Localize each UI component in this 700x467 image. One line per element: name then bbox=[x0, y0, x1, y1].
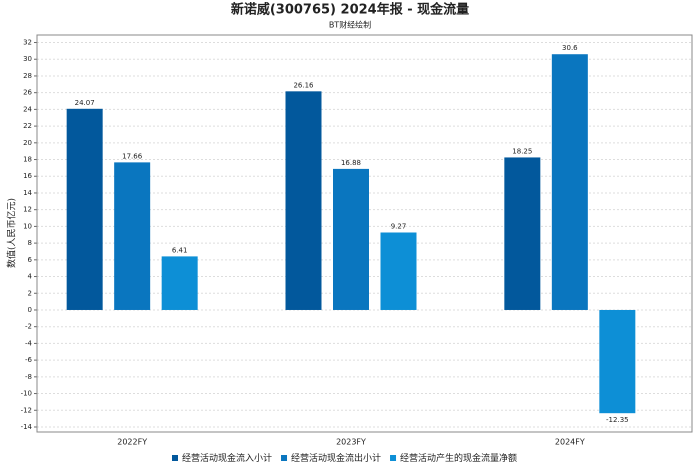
data-label: 26.16 bbox=[293, 81, 314, 89]
y-tick-label: 24 bbox=[23, 105, 32, 113]
y-tick-label: -10 bbox=[21, 390, 32, 398]
y-tick-label: 32 bbox=[23, 39, 32, 47]
data-label: 24.07 bbox=[75, 99, 95, 107]
y-tick-label: -4 bbox=[25, 339, 33, 347]
data-label: 30.6 bbox=[562, 44, 578, 52]
bar bbox=[599, 309, 636, 414]
chart-subtitle: BT财经绘制 bbox=[329, 20, 371, 30]
data-label: -12.35 bbox=[606, 416, 629, 424]
y-axis-label: 数值(人民币亿元) bbox=[6, 198, 18, 268]
y-tick-label: 4 bbox=[28, 273, 33, 281]
legend-label: 经营活动现金流入小计 bbox=[182, 452, 272, 464]
y-tick-label: -12 bbox=[21, 406, 32, 414]
legend-swatch bbox=[172, 455, 178, 461]
y-tick-label: 0 bbox=[28, 306, 32, 314]
data-label: 6.41 bbox=[172, 246, 188, 254]
x-tick-label: 2023FY bbox=[336, 438, 366, 447]
y-tick-label: -6 bbox=[25, 356, 33, 364]
y-tick-label: 8 bbox=[28, 239, 32, 247]
y-tick-label: -8 bbox=[25, 373, 32, 381]
y-tick-label: 6 bbox=[28, 256, 33, 264]
legend-swatch bbox=[390, 455, 397, 461]
data-label: 16.88 bbox=[341, 159, 361, 167]
legend-label: 经营活动产生的现金流量净额 bbox=[400, 452, 517, 464]
y-tick-label: 20 bbox=[23, 139, 32, 147]
data-label: 9.27 bbox=[391, 222, 407, 230]
y-tick-label: 2 bbox=[28, 289, 32, 297]
y-tick-label: 10 bbox=[23, 222, 32, 230]
data-label: 17.66 bbox=[122, 152, 143, 160]
bar bbox=[285, 91, 322, 310]
y-tick-label: -2 bbox=[25, 323, 32, 331]
legend-label: 经营活动现金流出小计 bbox=[291, 452, 381, 464]
y-tick-label: -14 bbox=[21, 423, 33, 431]
bar bbox=[380, 232, 417, 310]
y-tick-label: 30 bbox=[23, 55, 32, 63]
y-tick-label: 16 bbox=[23, 172, 32, 180]
chart-title: 新诺威(300765) 2024年报 - 现金流量 bbox=[231, 2, 469, 18]
bar bbox=[114, 162, 151, 310]
y-tick-label: 28 bbox=[23, 72, 32, 80]
y-tick-label: 14 bbox=[23, 189, 32, 197]
plot-frame bbox=[36, 34, 693, 433]
x-tick-label: 2024FY bbox=[555, 438, 585, 447]
y-tick-label: 12 bbox=[23, 206, 32, 214]
y-tick-label: 18 bbox=[23, 156, 32, 164]
data-label: 18.25 bbox=[512, 147, 532, 155]
y-tick-label: 22 bbox=[23, 122, 32, 130]
x-tick-label: 2022FY bbox=[117, 438, 147, 447]
bar bbox=[161, 256, 198, 310]
legend-swatch bbox=[281, 455, 288, 461]
bar bbox=[551, 54, 588, 310]
bar bbox=[504, 157, 541, 310]
bar bbox=[333, 168, 369, 310]
bar bbox=[66, 108, 103, 310]
y-tick-label: 26 bbox=[23, 89, 32, 97]
